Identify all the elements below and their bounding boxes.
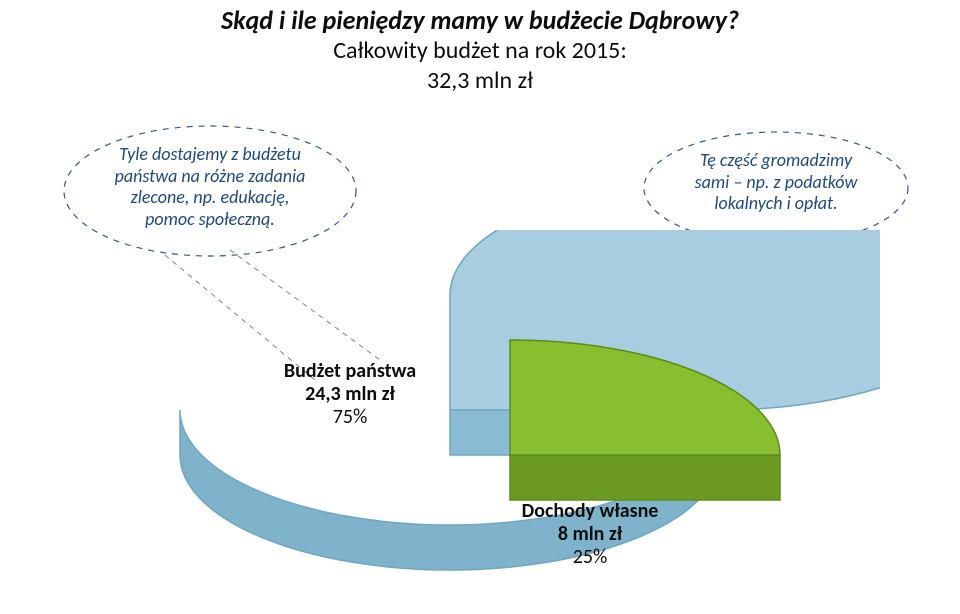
- callout-left-line4: pomoc społeczną.: [145, 208, 275, 230]
- pie-chart: [80, 230, 880, 610]
- callout-left-line1: Tyle dostajemy z budżetu: [119, 143, 301, 165]
- callout-right: Tę część gromadzimy sami – np. z podatkó…: [640, 128, 912, 248]
- callout-right-line3: lokalnych i opłat.: [714, 192, 837, 214]
- pie-own-cut-front: [510, 455, 780, 500]
- connector-left-2: [230, 250, 380, 360]
- label-state: Budżet państwa 24,3 mln zł 75%: [250, 360, 450, 429]
- label-state-pct: 75%: [250, 406, 450, 429]
- page-title: Skąd i ile pieniędzy mamy w budżecie Dąb…: [0, 4, 960, 36]
- label-own-line2: 8 mln zł: [558, 522, 622, 546]
- label-state-line2: 24,3 mln zł: [305, 382, 395, 406]
- stage: Skąd i ile pieniędzy mamy w budżecie Dąb…: [0, 0, 960, 614]
- callout-right-line2: sami – np. z podatków: [695, 171, 858, 193]
- label-state-line1: Budżet państwa: [284, 359, 416, 383]
- page-subtitle-2: 32,3 mln zł: [0, 66, 960, 95]
- callout-left-line3: zlecone, np. edukację,: [131, 186, 290, 208]
- label-own: Dochody własne 8 mln zł 25%: [490, 500, 690, 569]
- page-subtitle-1: Całkowity budżet na rok 2015:: [0, 36, 960, 65]
- callout-left: Tyle dostajemy z budżetu państwa na różn…: [60, 122, 360, 260]
- callout-right-line1: Tę część gromadzimy: [700, 149, 852, 171]
- label-own-line1: Dochody własne: [522, 499, 659, 523]
- label-own-pct: 25%: [490, 546, 690, 569]
- callout-left-line2: państwa na różne zadania: [115, 165, 306, 187]
